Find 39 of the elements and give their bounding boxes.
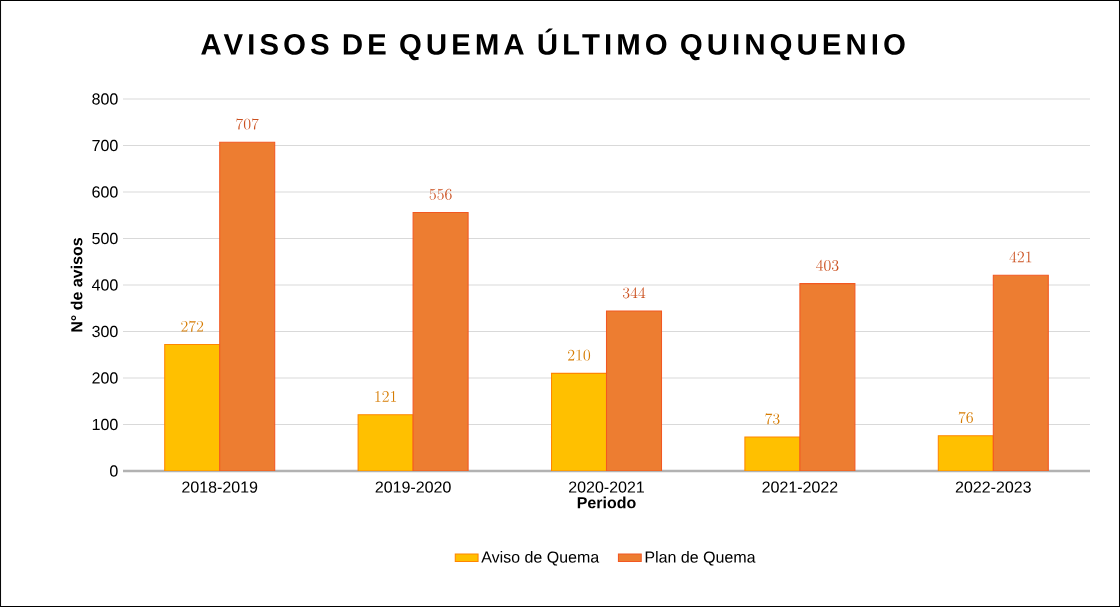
y-tick-label: 600 (92, 186, 118, 198)
x-tick-label: 2019-2020 (375, 481, 451, 493)
bar (164, 343, 221, 471)
bar (937, 435, 994, 471)
x-tick-label: 2022-2023 (955, 481, 1031, 493)
x-axis-title: Periodo (577, 496, 636, 509)
y-tick-label: 300 (92, 325, 118, 338)
data-label: 76 (958, 411, 973, 424)
x-tick-label: 2020-2021 (569, 481, 644, 493)
legend-label: Plan de Quema (645, 551, 756, 566)
data-label: 556 (429, 188, 452, 200)
bar (799, 283, 856, 471)
data-label: 344 (622, 287, 646, 299)
bar (550, 372, 608, 471)
bar (744, 436, 801, 471)
data-label: 421 (1009, 251, 1032, 263)
bar (605, 310, 663, 471)
bar (219, 141, 276, 471)
y-tick-label: 500 (92, 232, 118, 245)
legend-label: Aviso de Quema (481, 551, 600, 566)
x-tick-label: 2021-2022 (762, 481, 838, 493)
y-tick-label: 0 (110, 465, 118, 477)
data-label: 210 (568, 349, 591, 361)
data-label: 403 (816, 259, 839, 271)
y-tick-label: 100 (92, 418, 118, 431)
y-axis-title: N° de avisos (70, 238, 83, 332)
data-label: 707 (236, 118, 259, 130)
y-tick-label: 200 (92, 372, 118, 384)
bar (992, 274, 1049, 471)
y-tick-label: 800 (92, 93, 118, 105)
bar (357, 414, 414, 471)
y-tick-label: 400 (91, 279, 118, 291)
data-label: 272 (181, 320, 204, 332)
data-label: 73 (765, 413, 780, 425)
y-tick-label: 700 (92, 139, 118, 152)
data-label: 121 (375, 391, 397, 402)
x-tick-label: 2018-2019 (182, 481, 258, 493)
bar (412, 211, 469, 471)
chart-title: AVISOS DE QUEMA ÚLTIMO QUINQUENIO (201, 28, 905, 61)
